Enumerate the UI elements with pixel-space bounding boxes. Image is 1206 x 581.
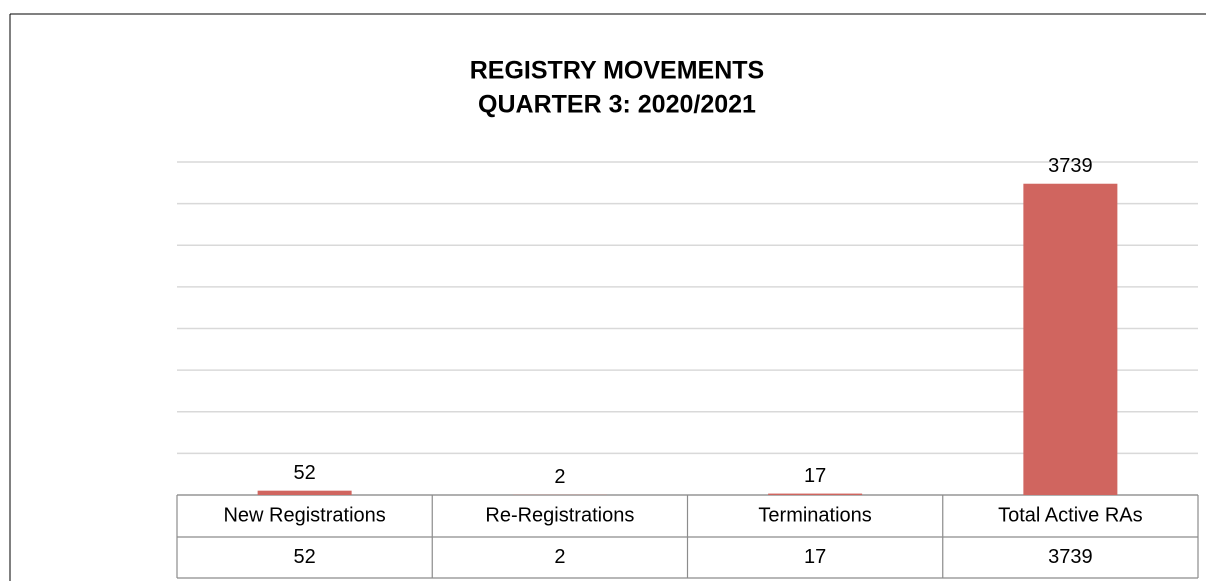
data-label: 2	[554, 466, 565, 488]
x-tick-label: Terminations	[758, 504, 871, 526]
data-label: 52	[294, 462, 316, 484]
data-label: 3739	[1048, 155, 1093, 177]
table-value: 3739	[1048, 546, 1093, 568]
chart-subtitle: QUARTER 3: 2020/2021	[478, 91, 756, 119]
x-tick-label: Total Active RAs	[998, 504, 1143, 526]
chart-title: REGISTRY MOVEMENTS	[470, 57, 764, 85]
table-value: 17	[804, 546, 826, 568]
table-value: 2	[554, 546, 565, 568]
bar	[257, 490, 352, 495]
bar	[768, 493, 863, 495]
data-label: 17	[804, 465, 826, 487]
x-tick-label: Re-Registrations	[485, 504, 634, 526]
bar	[1023, 183, 1118, 495]
x-tick-label: New Registrations	[223, 504, 385, 526]
table-value: 52	[294, 546, 316, 568]
